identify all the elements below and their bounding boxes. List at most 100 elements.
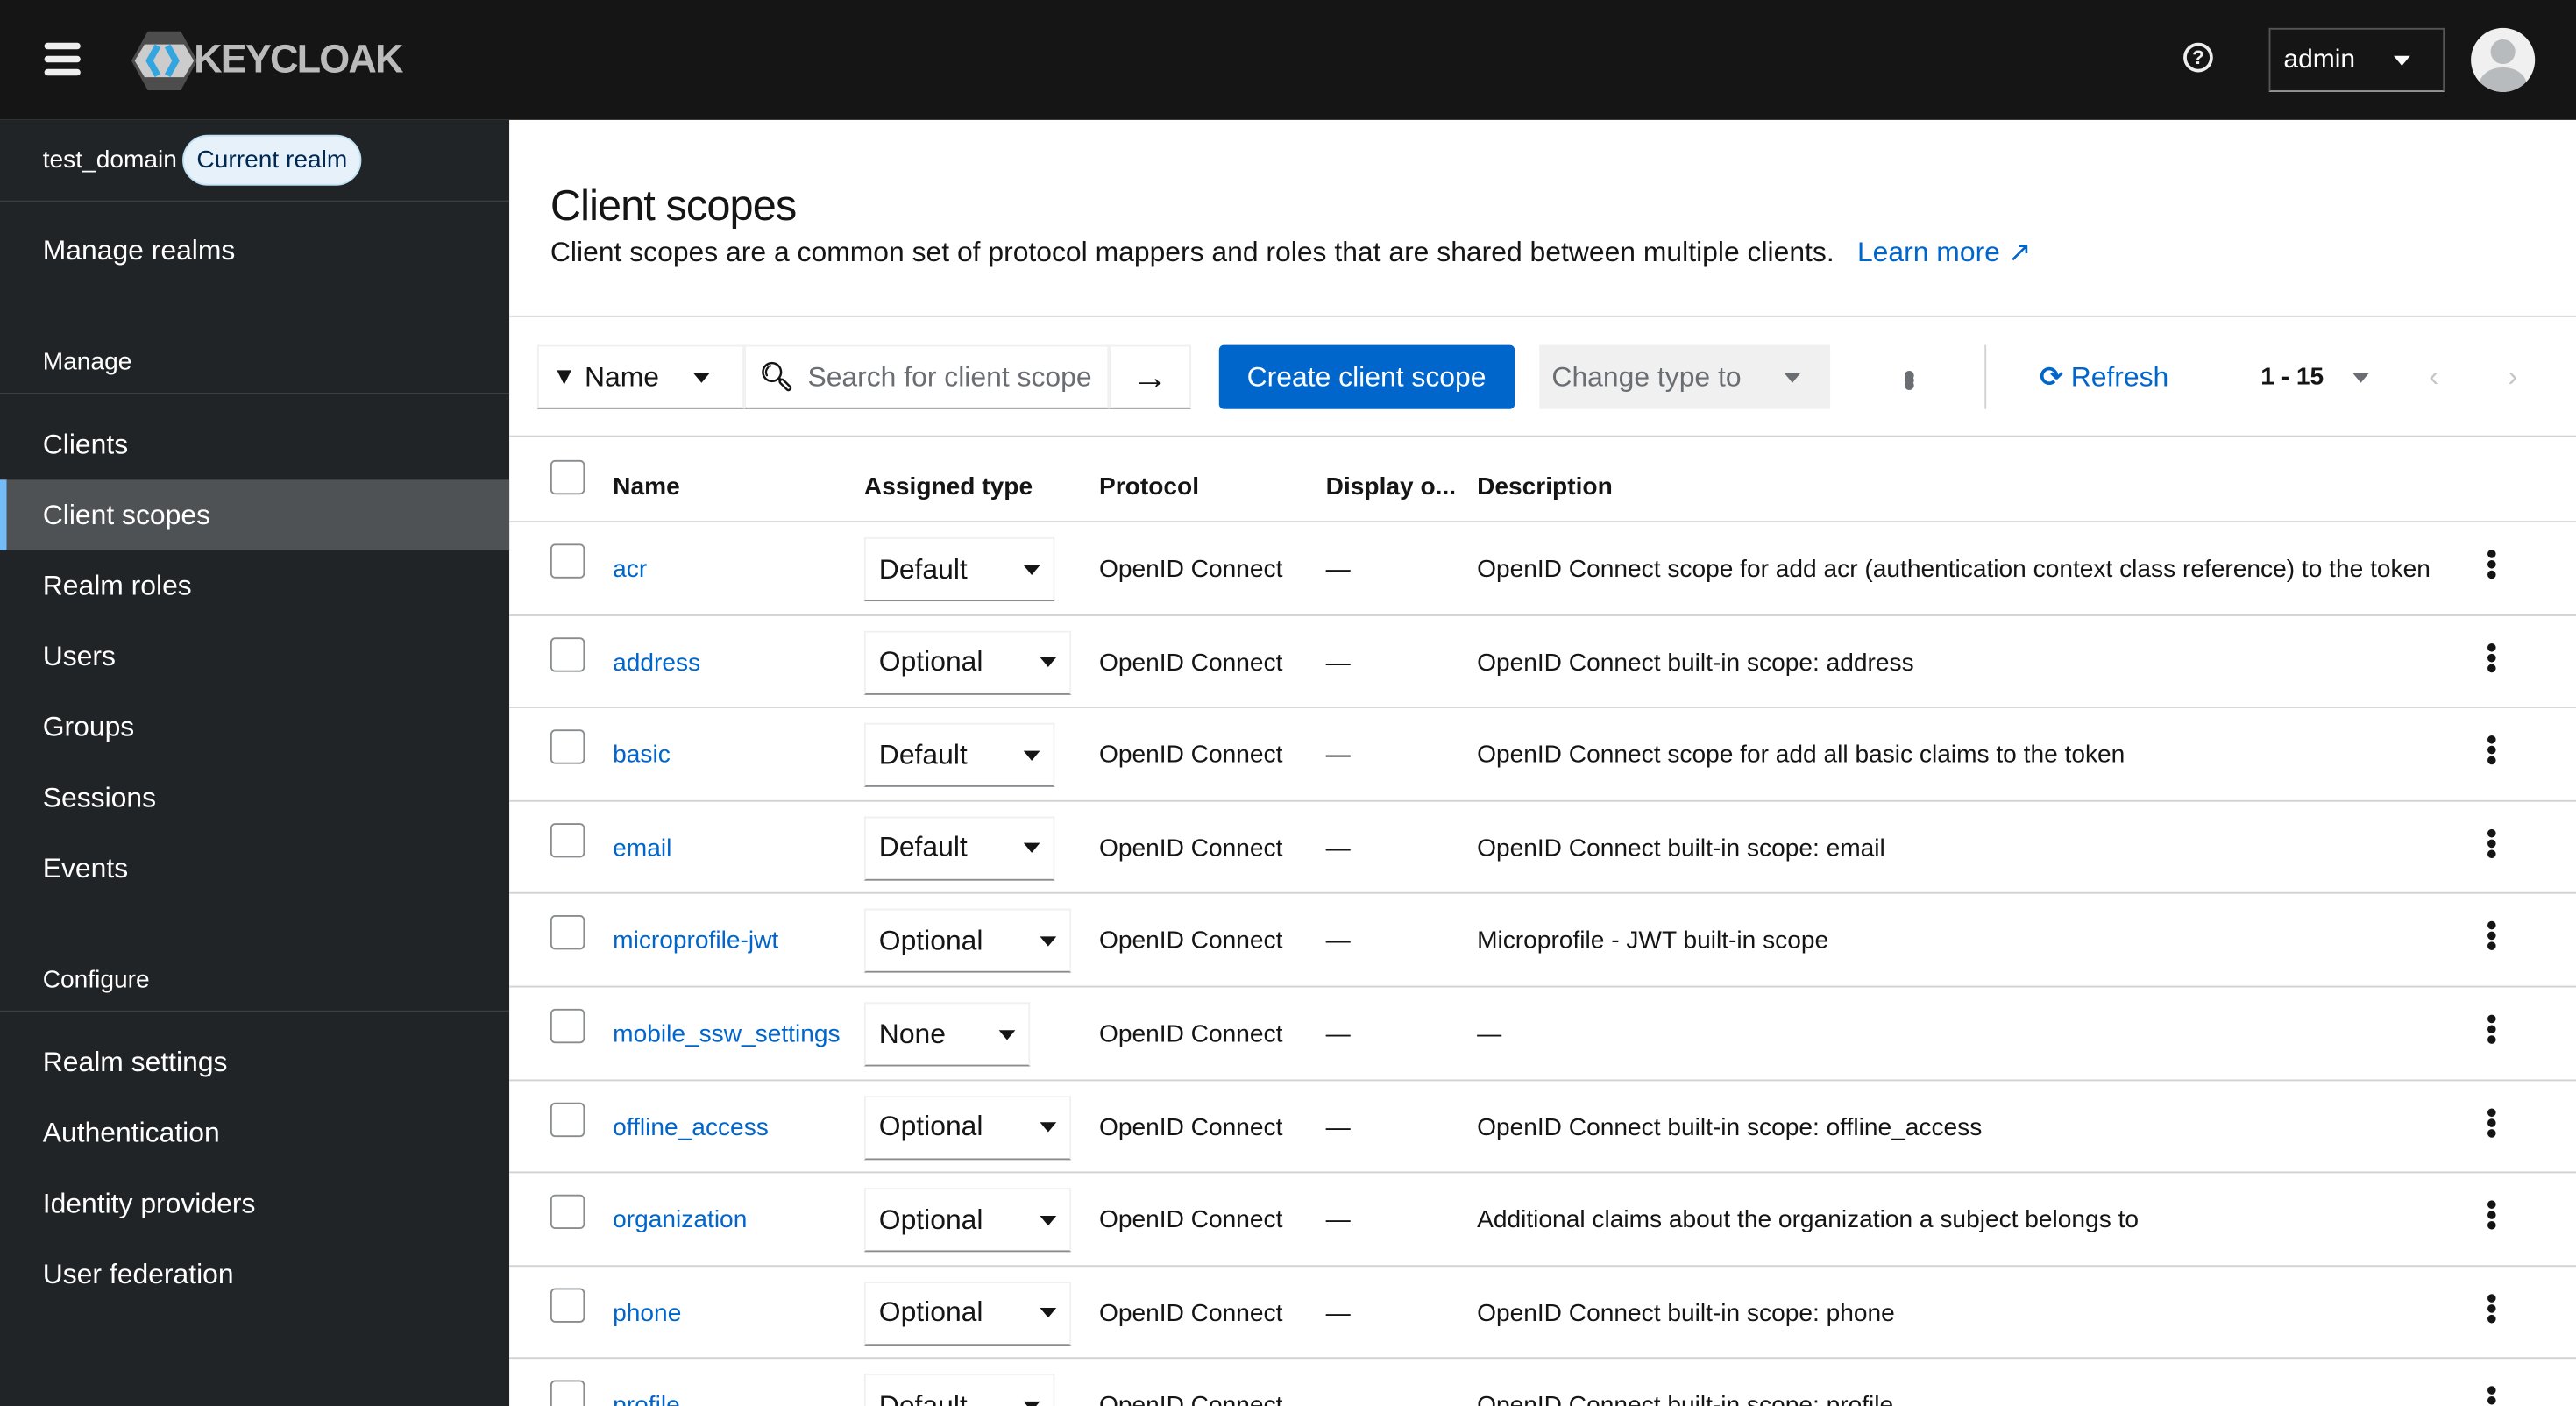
row-kebab-icon[interactable]: ••• bbox=[2475, 735, 2509, 766]
sidebar-item-realm-roles[interactable]: Realm roles bbox=[42, 569, 192, 601]
realm-selector[interactable]: test_domain Current realm bbox=[0, 120, 510, 202]
column-header-description[interactable]: Description bbox=[1477, 472, 1613, 501]
display-order: — bbox=[1325, 1299, 1351, 1328]
create-client-scope-button[interactable]: Create client scope bbox=[1218, 344, 1515, 409]
client-scope-name-link[interactable]: microprofile-jwt bbox=[613, 927, 779, 955]
protocol: OpenID Connect bbox=[1098, 741, 1283, 770]
search-placeholder: Search for client scope bbox=[807, 360, 1092, 393]
display-order: — bbox=[1325, 1206, 1351, 1235]
client-scope-name-link[interactable]: mobile_ssw_settings bbox=[613, 1020, 841, 1048]
next-page-icon[interactable]: › bbox=[2508, 359, 2518, 393]
row-checkbox[interactable] bbox=[550, 915, 585, 951]
client-scope-name-link[interactable]: organization bbox=[613, 1206, 748, 1235]
client-scope-name-link[interactable]: acr bbox=[613, 555, 648, 584]
assigned-type-value: Optional bbox=[878, 645, 983, 678]
assigned-type-value: Optional bbox=[878, 1296, 983, 1329]
row-checkbox[interactable] bbox=[550, 636, 585, 671]
sidebar-item-authentication[interactable]: Authentication bbox=[42, 1116, 220, 1148]
search-input[interactable]: 🔍︎ Search for client scope bbox=[744, 344, 1110, 409]
row-checkbox[interactable] bbox=[550, 543, 585, 579]
assigned-type-dropdown[interactable]: None bbox=[863, 1002, 1031, 1067]
pagination-dropdown[interactable]: 1 - 15 bbox=[2260, 363, 2370, 391]
column-header-protocol[interactable]: Protocol bbox=[1098, 472, 1200, 501]
divider bbox=[509, 315, 2576, 317]
filter-dropdown[interactable]: ▼ Name bbox=[536, 344, 745, 409]
assigned-type-dropdown[interactable]: Default bbox=[863, 816, 1055, 881]
row-checkbox[interactable] bbox=[550, 822, 585, 858]
user-dropdown[interactable]: admin bbox=[2268, 27, 2445, 92]
assigned-type-dropdown[interactable]: Optional bbox=[863, 909, 1072, 974]
client-scope-name-link[interactable]: offline_access bbox=[613, 1113, 769, 1141]
previous-page-icon[interactable]: ‹ bbox=[2429, 359, 2439, 393]
assigned-type-dropdown[interactable]: Optional bbox=[863, 1095, 1072, 1160]
protocol: OpenID Connect bbox=[1098, 1299, 1283, 1328]
row-kebab-icon[interactable]: ••• bbox=[2475, 1385, 2509, 1406]
row-checkbox[interactable] bbox=[550, 1195, 585, 1230]
row-checkbox[interactable] bbox=[550, 1381, 585, 1406]
column-header-assigned-type[interactable]: Assigned type bbox=[863, 472, 1033, 501]
client-scope-name-link[interactable]: basic bbox=[613, 741, 671, 770]
row-kebab-icon[interactable]: ••• bbox=[2475, 920, 2509, 952]
sidebar-item-client-scopes[interactable]: Client scopes bbox=[0, 479, 510, 550]
sidebar-item-user-federation[interactable]: User federation bbox=[42, 1257, 234, 1289]
row-checkbox[interactable] bbox=[550, 729, 585, 764]
display-order: — bbox=[1325, 927, 1351, 955]
row-kebab-icon[interactable]: ••• bbox=[2475, 1013, 2509, 1045]
protocol: OpenID Connect bbox=[1098, 1113, 1283, 1141]
row-kebab-icon[interactable]: ••• bbox=[2475, 1199, 2509, 1232]
client-scope-name-link[interactable]: profile bbox=[613, 1392, 680, 1406]
assigned-type-dropdown[interactable]: Optional bbox=[863, 1281, 1072, 1346]
keycloak-logo[interactable]: KEYCLOAK bbox=[131, 31, 403, 91]
row-checkbox[interactable] bbox=[550, 1008, 585, 1044]
protocol: OpenID Connect bbox=[1098, 555, 1283, 584]
sidebar-item-events[interactable]: Events bbox=[42, 851, 129, 884]
assigned-type-value: Default bbox=[878, 552, 968, 585]
sidebar-section-configure: Configure bbox=[0, 949, 510, 1012]
change-type-dropdown[interactable]: Change type to bbox=[1538, 344, 1830, 409]
search-submit-arrow-icon[interactable]: → bbox=[1109, 344, 1191, 409]
sidebar-item-users[interactable]: Users bbox=[42, 640, 116, 671]
client-scope-name-link[interactable]: phone bbox=[613, 1299, 682, 1328]
refresh-button[interactable]: ⟳ Refresh bbox=[2040, 360, 2168, 393]
column-header-display-order[interactable]: Display o... bbox=[1325, 472, 1457, 501]
caret-down-icon bbox=[1040, 1308, 1057, 1327]
protocol: OpenID Connect bbox=[1098, 927, 1283, 955]
display-order: — bbox=[1325, 1020, 1351, 1048]
sidebar-item-identity-providers[interactable]: Identity providers bbox=[42, 1187, 256, 1218]
toolbar-kebab-icon[interactable]: ••• bbox=[1890, 369, 1927, 385]
toolbar: ▼ Name 🔍︎ Search for client scope → Create… bbox=[536, 344, 2518, 409]
avatar[interactable] bbox=[2471, 27, 2536, 92]
learn-more-link[interactable]: Learn more ↗ bbox=[1857, 237, 2032, 268]
select-all-checkbox[interactable] bbox=[550, 459, 585, 495]
sidebar-item-manage-realms[interactable]: Manage realms bbox=[42, 234, 236, 266]
table-row: basic Default OpenID Connect — OpenID Co… bbox=[509, 707, 2576, 800]
sidebar-item-realm-settings[interactable]: Realm settings bbox=[42, 1046, 228, 1077]
row-kebab-icon[interactable]: ••• bbox=[2475, 642, 2509, 673]
caret-down-icon bbox=[1040, 936, 1057, 955]
sidebar-item-sessions[interactable]: Sessions bbox=[42, 781, 157, 813]
protocol: OpenID Connect bbox=[1099, 1392, 1282, 1406]
assigned-type-dropdown[interactable]: Default bbox=[863, 536, 1055, 602]
assigned-type-value: Optional bbox=[878, 925, 983, 956]
hamburger-menu-icon[interactable] bbox=[44, 42, 81, 75]
row-kebab-icon[interactable]: ••• bbox=[2475, 1106, 2509, 1139]
description: OpenID Connect scope for add acr (authen… bbox=[1477, 555, 2431, 584]
assigned-type-dropdown[interactable]: Default bbox=[863, 723, 1055, 788]
sidebar-item-clients[interactable]: Clients bbox=[42, 428, 129, 459]
row-kebab-icon[interactable]: ••• bbox=[2475, 1292, 2509, 1324]
row-checkbox[interactable] bbox=[550, 1288, 585, 1323]
client-scope-name-link[interactable]: address bbox=[613, 648, 701, 677]
client-scope-name-link[interactable]: email bbox=[613, 834, 672, 863]
column-header-name[interactable]: Name bbox=[613, 472, 680, 501]
masthead: KEYCLOAK ? admin bbox=[0, 0, 2576, 120]
row-kebab-icon[interactable]: ••• bbox=[2475, 827, 2509, 859]
current-realm-badge: Current realm bbox=[181, 134, 363, 186]
sidebar-item-groups[interactable]: Groups bbox=[42, 710, 135, 742]
assigned-type-dropdown[interactable]: Default bbox=[863, 1374, 1055, 1406]
help-icon[interactable]: ? bbox=[2183, 42, 2213, 73]
row-kebab-icon[interactable]: ••• bbox=[2475, 549, 2509, 580]
assigned-type-dropdown[interactable]: Optional bbox=[863, 1188, 1072, 1253]
row-checkbox[interactable] bbox=[550, 1101, 585, 1137]
assigned-type-dropdown[interactable]: Optional bbox=[863, 630, 1072, 695]
page-description: Client scopes are a common set of protoc… bbox=[550, 237, 2032, 269]
